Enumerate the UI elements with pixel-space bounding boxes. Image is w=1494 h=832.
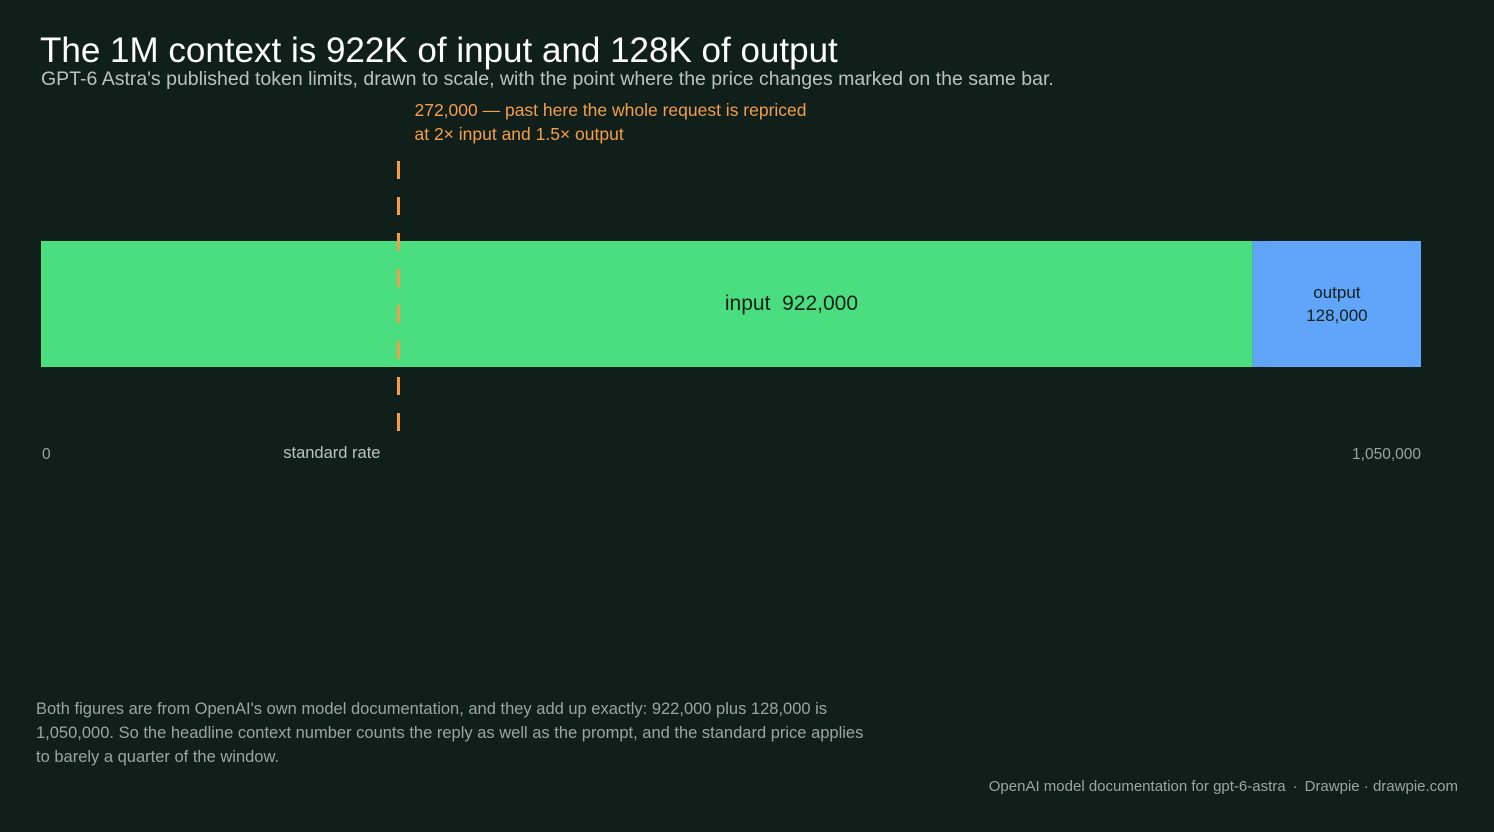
credit-separator: · <box>1292 778 1298 795</box>
chart-subtitle: GPT-6 Astra's published token limits, dr… <box>41 68 1054 90</box>
bar-label-input: input 922,000 <box>725 292 858 315</box>
threshold-label-line2: at 2× input and 1.5× output <box>414 124 623 144</box>
bar-segment-output <box>1252 241 1421 367</box>
tick-label-1: 1,050,000 <box>1352 446 1421 463</box>
chart-title: The 1M context is 922K of input and 128K… <box>40 31 838 70</box>
footnote: Both figures are from OpenAI's own model… <box>36 700 864 766</box>
source-credit: OpenAI model documentation for gpt-6-ast… <box>989 778 1458 795</box>
tick-label-0: 0 <box>42 446 51 463</box>
threshold-below-label: standard rate <box>283 444 380 462</box>
bar-value-output: 128,000 <box>1306 306 1367 325</box>
threshold-label-line1: 272,000 — past here the whole request is… <box>414 100 806 120</box>
source-text: OpenAI model documentation for gpt-6-ast… <box>988 778 1286 795</box>
brand-text: Drawpie · drawpie.com <box>1304 778 1458 795</box>
bar-label-output: output <box>1313 283 1361 302</box>
bar-segment-input <box>41 241 1253 367</box>
